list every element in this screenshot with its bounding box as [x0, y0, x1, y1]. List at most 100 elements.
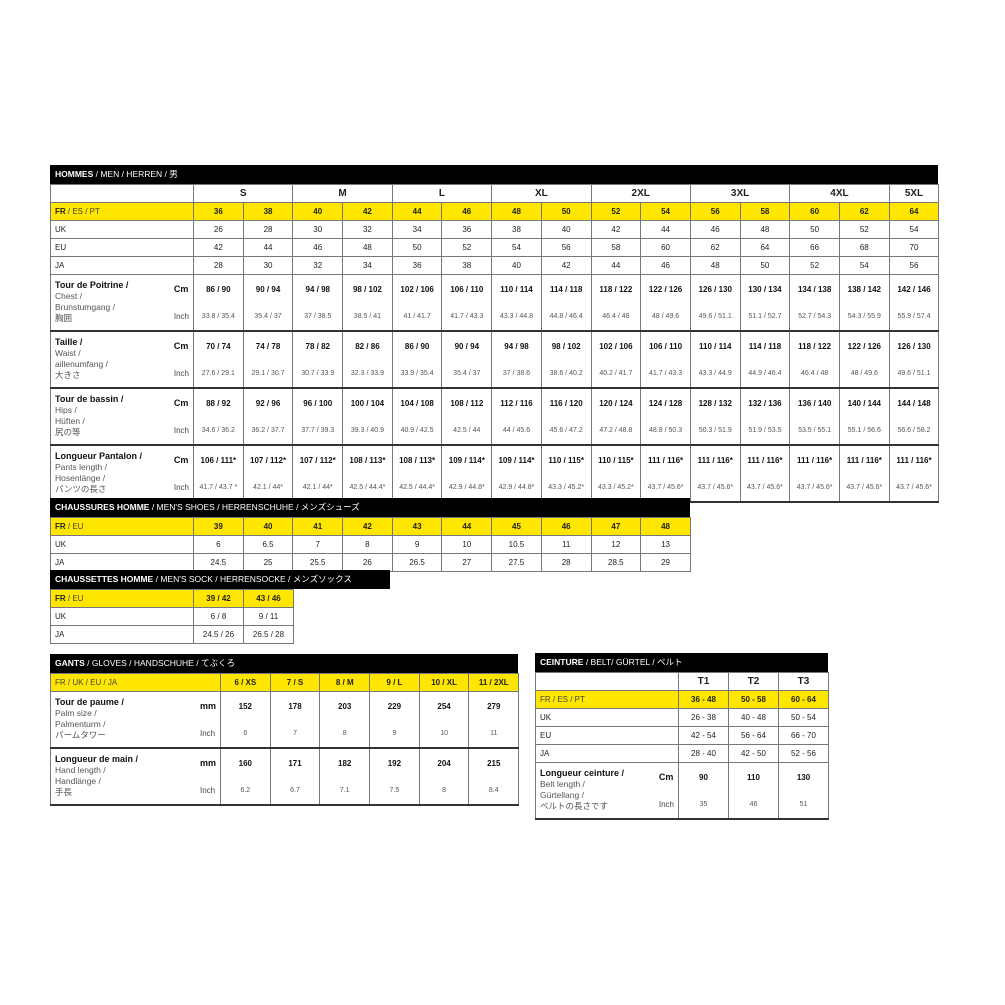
- measurement-values: 192 7.5: [371, 749, 419, 803]
- measurement-title: Taille /: [55, 337, 83, 347]
- size-value-cell: 12: [590, 535, 642, 554]
- measurement-translation: パームタワー: [55, 730, 106, 740]
- size-value-cell: 28: [242, 220, 294, 239]
- inch-value: 54.3 / 55.9: [847, 313, 881, 321]
- row-label: UK: [50, 535, 194, 554]
- table-title-bold: CHAUSSETTES HOMME: [55, 574, 154, 584]
- measurement-label: Taille / Waist / aillenumfang / 大きさ Cm Inch: [50, 330, 194, 389]
- row-label-text: JA: [55, 558, 65, 567]
- inch-value: 29.1 / 30.7: [251, 370, 285, 378]
- inch-value: 49.6 / 51.1: [698, 313, 732, 321]
- size-value-cell: 9 / L: [369, 673, 420, 692]
- measurement-cell: 106 / 110 41.7 / 43.3: [441, 274, 493, 332]
- measurement-row: Longueur de main / Hand length / Handlänge…: [50, 747, 520, 806]
- size-value-cell: 41: [292, 517, 344, 536]
- measurement-values: 124 / 128 48.8 / 50.3: [642, 389, 690, 443]
- size-value-cell: 40: [292, 202, 344, 221]
- measurement-cell: 279 11: [468, 691, 520, 749]
- inch-value: 48.8 / 50.3: [649, 427, 683, 435]
- size-value-cell: 28: [540, 553, 592, 572]
- measurement-values: 112 / 116 44 / 45.6: [493, 389, 541, 443]
- metric-value: 144 / 148: [897, 398, 931, 408]
- measurement-row: Tour de Poitrine / Chest / Brunstumgang / 胸…: [50, 274, 940, 332]
- size-value-cell: 52: [441, 238, 493, 257]
- measurement-cell: 215 8.4: [468, 747, 520, 806]
- row-label-bold: FR: [55, 594, 66, 603]
- measurement-values: 128 / 132 50.3 / 51.9: [691, 389, 739, 443]
- inch-value: 43.7 / 45.6*: [647, 484, 684, 492]
- size-value-cell: 36: [193, 202, 244, 221]
- measurement-values: 98 / 102 38.6 / 40.2: [542, 332, 590, 386]
- size-value-cell: 24.5 / 26: [193, 625, 244, 644]
- table-title-bar: CEINTURE / BELT/ GÜRTEL / ベルト: [535, 653, 828, 672]
- measurement-values: 140 / 144 55.1 / 56.6: [840, 389, 888, 443]
- inch-value: 50.3 / 51.9: [698, 427, 732, 435]
- metric-value: 111 / 116*: [697, 455, 733, 465]
- metric-value: 130 / 134: [748, 284, 782, 294]
- measurement-values: 160 6.2: [221, 749, 269, 803]
- measurement-values: 96 / 100 37.7 / 39.3: [294, 389, 342, 443]
- row-label-text: FR / UK / EU / JA: [55, 678, 118, 687]
- inch-value: 43.3 / 44.9: [698, 370, 732, 378]
- unit-label: Inch: [173, 483, 189, 492]
- size-value-cell: 60: [640, 238, 691, 257]
- measurement-cell: 98 / 102 38.6 / 40.2: [540, 330, 592, 389]
- metric-value: 142 / 146: [897, 284, 931, 294]
- conversion-row: UK 26 28 30 32 34 36 38 40 42 44 46 48 50 52 54: [50, 220, 940, 239]
- row-label-text: UK: [55, 225, 67, 234]
- measurement-values: 102 / 106 41 / 41.7: [393, 275, 441, 329]
- measurement-cell: 96 / 100 37.7 / 39.3: [292, 387, 344, 446]
- measurement-values: 142 / 146 55.9 / 57.4: [890, 275, 938, 329]
- measurement-values: 130 / 134 51.1 / 52.7: [741, 275, 789, 329]
- measurement-values: 92 / 96 36.2 / 37.7: [244, 389, 292, 443]
- inch-value: 42.1 / 44*: [302, 484, 333, 492]
- measurement-translation: Hips /: [55, 405, 77, 415]
- size-value-cell: 56 - 64: [728, 726, 779, 745]
- size-value-cell: 13: [640, 535, 691, 554]
- inch-value: 45.6 / 47.2: [549, 427, 583, 435]
- size-value-cell: 6 / 8: [193, 607, 244, 626]
- inch-value: 41.7 / 43.7 *: [199, 484, 238, 492]
- unit-labels: mm Inch: [200, 749, 216, 803]
- size-value-cell: 44: [391, 202, 443, 221]
- row-label: UK: [50, 607, 194, 626]
- measurement-label: Tour de bassin / Hips / Hüften / 尻の等 Cm Inch: [50, 387, 194, 446]
- measurement-cell: 108 / 112 42.5 / 44: [441, 387, 493, 446]
- metric-value: 110 / 114: [699, 341, 732, 351]
- size-table: T1 T2 T3 FR / ES / PT 36 - 48 50 - 58 60 - 64 U…: [535, 672, 829, 820]
- measurement-label-wrap: Taille / Waist / aillenumfang / 大きさ Cm Inch: [55, 332, 193, 386]
- table-title-bold: CHAUSSURES HOMME: [55, 502, 150, 512]
- size-value-cell: 56: [888, 256, 940, 275]
- metric-value: 138 / 142: [847, 284, 881, 294]
- size-value-cell: 64: [739, 238, 791, 257]
- size-value-cell: 42: [342, 517, 393, 536]
- gloves-size-chart: GANTS / GLOVES / HANDSCHUHE / てぶくろ FR / U…: [50, 654, 520, 806]
- unit-label: Cm: [173, 455, 189, 465]
- measurement-values: 132 / 136 51.9 / 53.5: [741, 389, 789, 443]
- metric-value: 86 / 90: [206, 284, 231, 294]
- measurement-label-wrap: Tour de Poitrine / Chest / Brunstumgang / 胸…: [55, 275, 193, 329]
- unit-labels: Cm Inch: [173, 446, 189, 500]
- size-value-cell: 50: [391, 238, 443, 257]
- measurement-cell: 126 / 130 49.6 / 51.1: [888, 330, 940, 389]
- inch-value: 43.3 / 45.2*: [597, 484, 634, 492]
- measurement-values: 94 / 98 37 / 38.6: [493, 332, 541, 386]
- unit-labels: Cm Inch: [174, 389, 189, 443]
- measurement-cell: 120 / 124 47.2 / 48.8: [590, 387, 642, 446]
- inch-value: 43.7 / 45.6*: [697, 484, 734, 492]
- men-size-chart: HOMMES / MEN / HERREN / 男 S M L XL 2XL 3XL 4XL 5…: [50, 165, 940, 503]
- size-value-cell: 40: [540, 220, 592, 239]
- measurement-values: 90 35: [680, 763, 728, 817]
- inch-value: 6: [243, 730, 248, 738]
- measurement-values: 86 / 90 33.8 / 35.4: [194, 275, 242, 329]
- size-value-cell: 42: [193, 238, 244, 257]
- metric-value: 70 / 74: [206, 341, 231, 351]
- metric-value: 100 / 104: [350, 398, 385, 408]
- size-group-row: S M L XL 2XL 3XL 4XL 5XL: [50, 184, 940, 203]
- measurement-values: 108 / 113* 42.5 / 44.4*: [344, 446, 392, 500]
- metric-value: 86 / 90: [404, 341, 430, 351]
- measurement-values: 126 / 130 49.6 / 51.1: [691, 275, 739, 329]
- measurement-values: 122 / 126 48 / 49.6: [840, 332, 888, 386]
- size-value-cell: 32: [292, 256, 344, 275]
